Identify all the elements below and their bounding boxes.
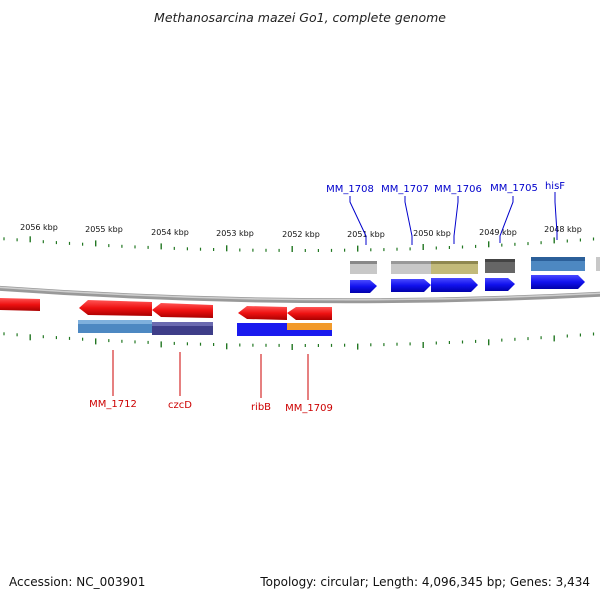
ruler-labels: 2056 kbp 2055 kbp 2054 kbp 2053 kbp 2052… (20, 223, 582, 239)
gene-arrow-forward[interactable] (431, 278, 478, 292)
feature-box (287, 330, 332, 336)
ruler-ticks-bottom (3, 332, 595, 350)
reverse-gene-labels: MM_1712 czcD ribB MM_1709 (89, 399, 333, 414)
gene-label[interactable]: MM_1709 (285, 403, 333, 414)
feature-box (391, 261, 431, 274)
gene-label[interactable]: ribB (251, 402, 271, 413)
feature-box (350, 261, 377, 274)
forward-genes (350, 275, 585, 293)
feature-box (237, 323, 287, 336)
feature-box (431, 261, 478, 274)
gene-arrow-forward[interactable] (391, 279, 431, 292)
reverse-genes (0, 298, 332, 320)
gene-label[interactable]: MM_1712 (89, 399, 137, 410)
gene-arrow-forward[interactable] (350, 280, 377, 293)
gene-arrow-reverse[interactable] (238, 306, 287, 320)
feature-box (287, 323, 332, 330)
forward-gene-labels: MM_1708 MM_1707 MM_1706 MM_1705 hisF (326, 181, 565, 195)
ruler-label: 2052 kbp (282, 230, 320, 239)
ruler-label: 2051 kbp (347, 230, 385, 239)
genome-backbone (0, 285, 600, 304)
gene-arrow-reverse[interactable] (287, 307, 332, 320)
gene-arrow-reverse[interactable] (79, 300, 152, 316)
gene-label[interactable]: MM_1708 (326, 184, 374, 195)
gene-label[interactable]: MM_1707 (381, 184, 429, 195)
ruler-label: 2050 kbp (413, 229, 451, 238)
gene-label[interactable]: czcD (168, 400, 192, 411)
forward-leader-lines (349, 192, 558, 245)
genome-stats-text: Topology: circular; Length: 4,096,345 bp… (259, 575, 590, 589)
feature-box (596, 257, 600, 271)
gene-arrow-forward[interactable] (485, 278, 515, 291)
gene-label[interactable]: MM_1705 (490, 183, 538, 194)
accession-text: Accession: NC_003901 (9, 575, 145, 589)
map-title: Methanosarcina mazei Go1, complete genom… (154, 10, 446, 25)
reverse-leader-lines (112, 350, 309, 400)
ruler-label: 2049 kbp (479, 228, 517, 237)
feature-box (485, 259, 515, 273)
ruler-label: 2054 kbp (151, 228, 189, 237)
gene-arrow-reverse[interactable] (152, 303, 213, 318)
reverse-feature-boxes (78, 320, 332, 336)
gene-label[interactable]: hisF (545, 181, 565, 192)
ruler-label: 2048 kbp (544, 225, 582, 234)
ruler-label: 2056 kbp (20, 223, 58, 232)
gene-label[interactable]: MM_1706 (434, 184, 482, 195)
forward-feature-boxes (350, 257, 600, 274)
ruler-label: 2053 kbp (216, 229, 254, 238)
gene-arrow-reverse[interactable] (0, 298, 40, 311)
ruler-ticks-top (3, 236, 595, 252)
gene-arrow-forward[interactable] (531, 275, 585, 289)
ruler-label: 2055 kbp (85, 225, 123, 234)
